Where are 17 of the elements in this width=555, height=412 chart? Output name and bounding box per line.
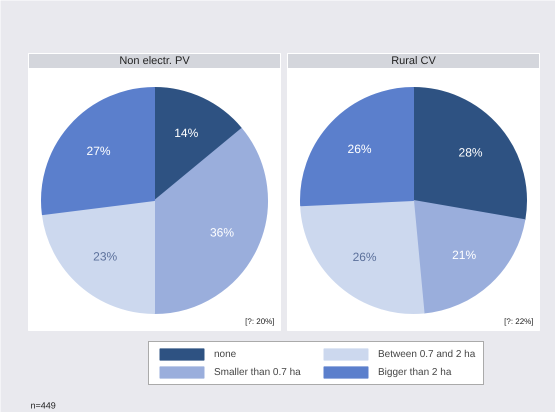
legend-label: Between 0.7 and 2 ha [378,348,476,360]
legend-label: none [214,348,238,360]
data-label: 28% [458,145,483,160]
text: [?: 20%] [245,317,275,326]
text: [?: 22%] [504,317,534,326]
data-label: 21% [452,248,476,262]
data-label: 27% [86,144,111,158]
data-label: 14% [174,126,199,140]
data-label: 36% [210,225,234,240]
chart-title: Rural CV [391,55,436,67]
chart-title: Non electr. PV [119,55,190,67]
legend-label: Bigger than 2 ha [378,366,452,378]
data-label: 26% [352,250,377,264]
data-label: 23% [93,249,118,264]
data-label: 26% [348,142,372,156]
legend-label: Smaller than 0.7 ha [214,366,302,378]
text: n=449 [30,400,56,410]
